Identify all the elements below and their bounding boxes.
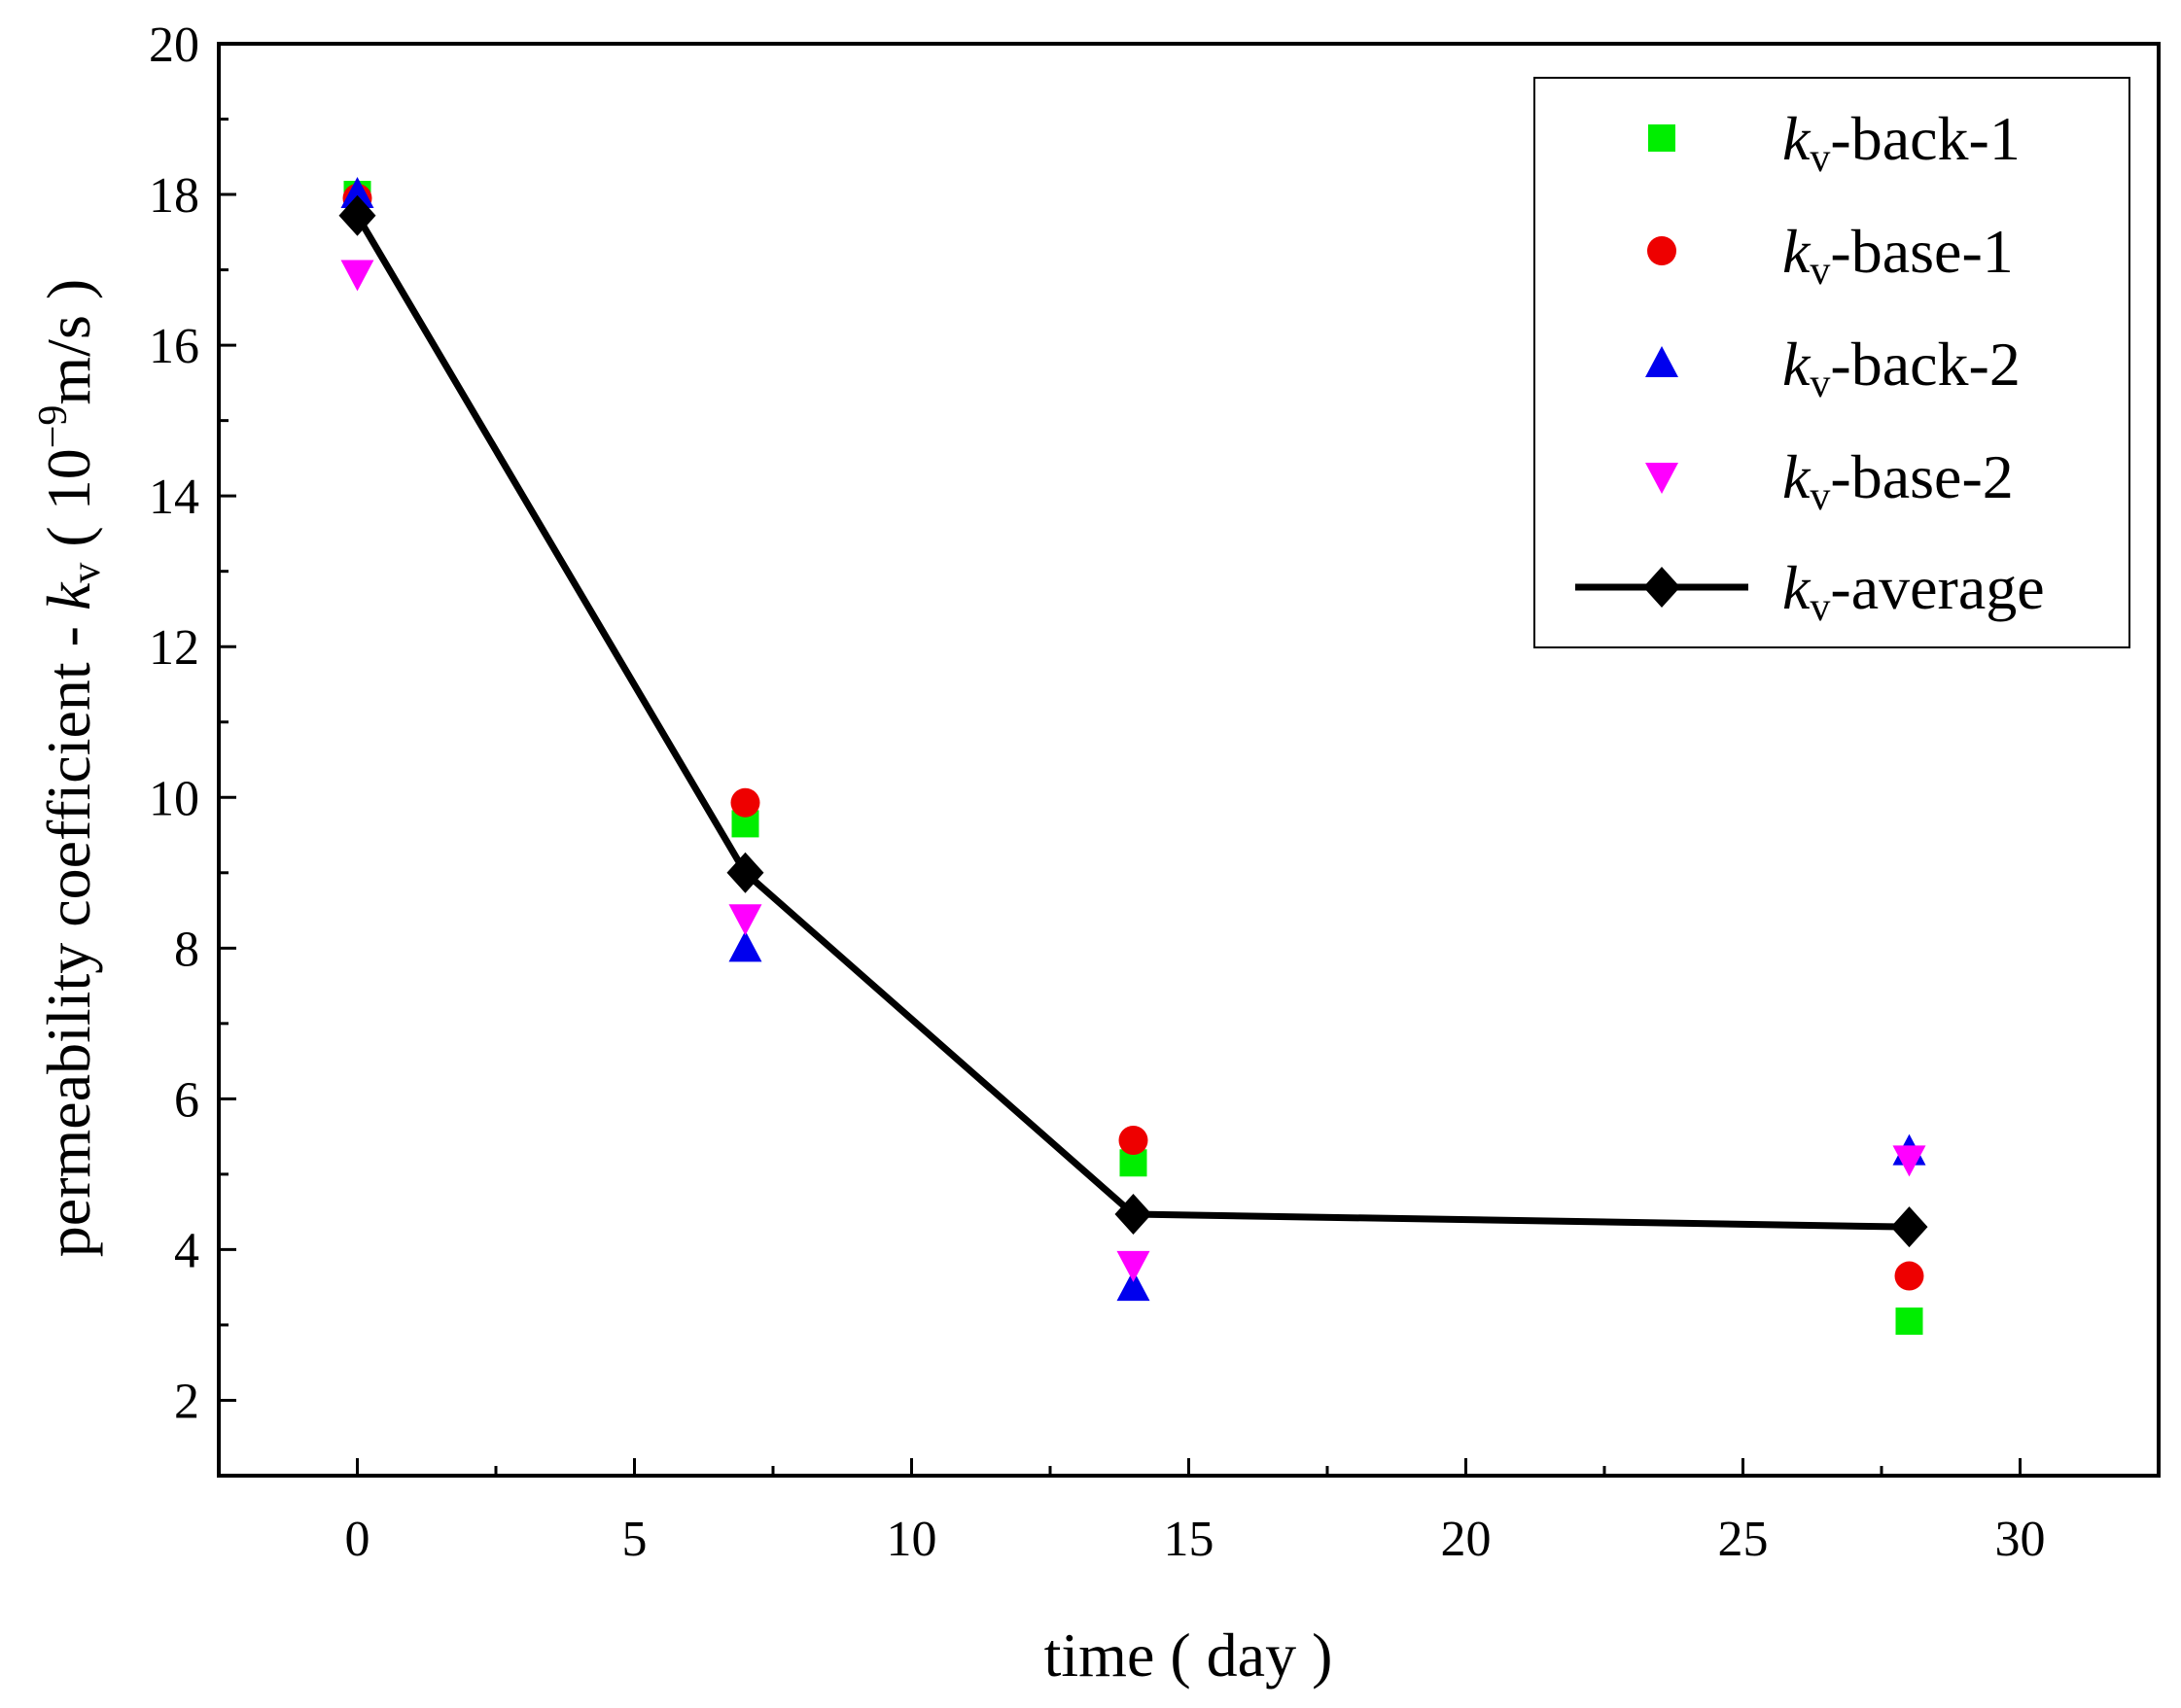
legend-label-var: k [1782,104,1812,173]
data-point-average [1890,1206,1928,1248]
data-point-back-2 [1116,1270,1150,1302]
x-tick-label: 20 [1441,1512,1492,1567]
legend-marker-back-1 [1648,124,1675,152]
legend-label-sub: v [1810,362,1830,406]
y-axis-title-prefix: permeability coefficient - [34,610,103,1257]
legend-label-var: k [1782,553,1812,622]
legend-marker-base-1 [1647,236,1676,265]
legend-label-name: -base-1 [1830,217,2013,286]
y-axis-title-unit-close: m/s ) [34,279,103,405]
legend-label-sub: v [1810,249,1830,294]
data-markers [338,177,1928,1336]
legend-label-base-1: kv-base-1 [1782,217,2014,294]
legend-label-sub: v [1810,136,1830,181]
y-tick-label: 14 [149,470,199,525]
x-tick-label: 0 [345,1512,370,1567]
y-tick-label: 10 [149,771,199,826]
y-tick-label: 20 [149,17,199,73]
data-point-base-1 [1118,1126,1148,1156]
data-point-back-2 [728,930,762,962]
y-axis-title-unit-open: ( 10 [34,448,103,562]
legend-box [1533,77,2130,648]
legend-label-name: -average [1830,553,2044,622]
data-point-base-2 [1892,1145,1926,1177]
data-point-back-2 [340,177,374,209]
x-tick-label: 5 [622,1512,648,1567]
series-line-average [354,213,1910,1231]
data-point-average [726,852,764,893]
legend-label-name: -back-1 [1830,104,2020,173]
legend-label-back-2: kv-back-2 [1782,330,2021,406]
axis-ticks [219,42,2022,1478]
y-axis-title-var: k [34,581,103,610]
legend-label-sub: v [1810,585,1830,630]
x-tick-label: 30 [1995,1512,2046,1567]
legend-label-average: kv-average [1782,553,2045,630]
data-point-base-2 [1116,1250,1150,1282]
y-tick-label: 4 [174,1223,199,1278]
legend-label-back-1: kv-back-1 [1782,104,2021,181]
legend-marker-back-2 [1645,346,1678,377]
legend: kv-back-1kv-base-1kv-back-2kv-base-2kv-a… [1533,77,2130,648]
legend-label-var: k [1782,442,1812,511]
legend-label-var: k [1782,217,1812,286]
y-tick-label: 12 [149,620,199,676]
legend-label-var: k [1782,330,1812,399]
data-point-average [338,194,376,236]
legend-marker-base-2 [1645,463,1678,494]
y-tick-label: 8 [174,922,199,977]
y-tick-label: 2 [174,1374,199,1429]
data-point-base-1 [730,787,760,818]
axis-tick-labels: 0 5 10 15 20 25 30 2 4 6 8 10 12 14 16 18 20 [149,17,2046,1567]
y-tick-label: 18 [149,168,199,224]
legend-label-sub: v [1810,474,1830,519]
legend-label-base-2: kv-base-2 [1782,442,2014,519]
x-tick-label: 10 [887,1512,937,1567]
y-axis-title: permeability coefficient - kv ( 10−9m/s … [31,279,109,1257]
y-tick-label: 16 [149,319,199,374]
y-axis-title-unit-exp: −9 [31,405,76,449]
x-axis-title: time ( day ) [1044,1621,1333,1690]
y-tick-label: 6 [174,1072,199,1128]
data-point-average [1114,1193,1152,1235]
y-axis-title-sub: v [64,563,109,583]
average-series-line [354,213,1910,1231]
data-point-base-2 [340,260,374,292]
legend-marker-average [1643,567,1680,608]
legend-label-name: -back-2 [1830,330,2020,399]
data-point-back-1 [1895,1307,1923,1336]
x-tick-label: 25 [1718,1512,1769,1567]
x-tick-label: 15 [1164,1512,1214,1567]
legend-label-name: -base-2 [1830,442,2013,511]
data-point-base-2 [728,904,762,936]
data-point-base-1 [1894,1261,1924,1291]
